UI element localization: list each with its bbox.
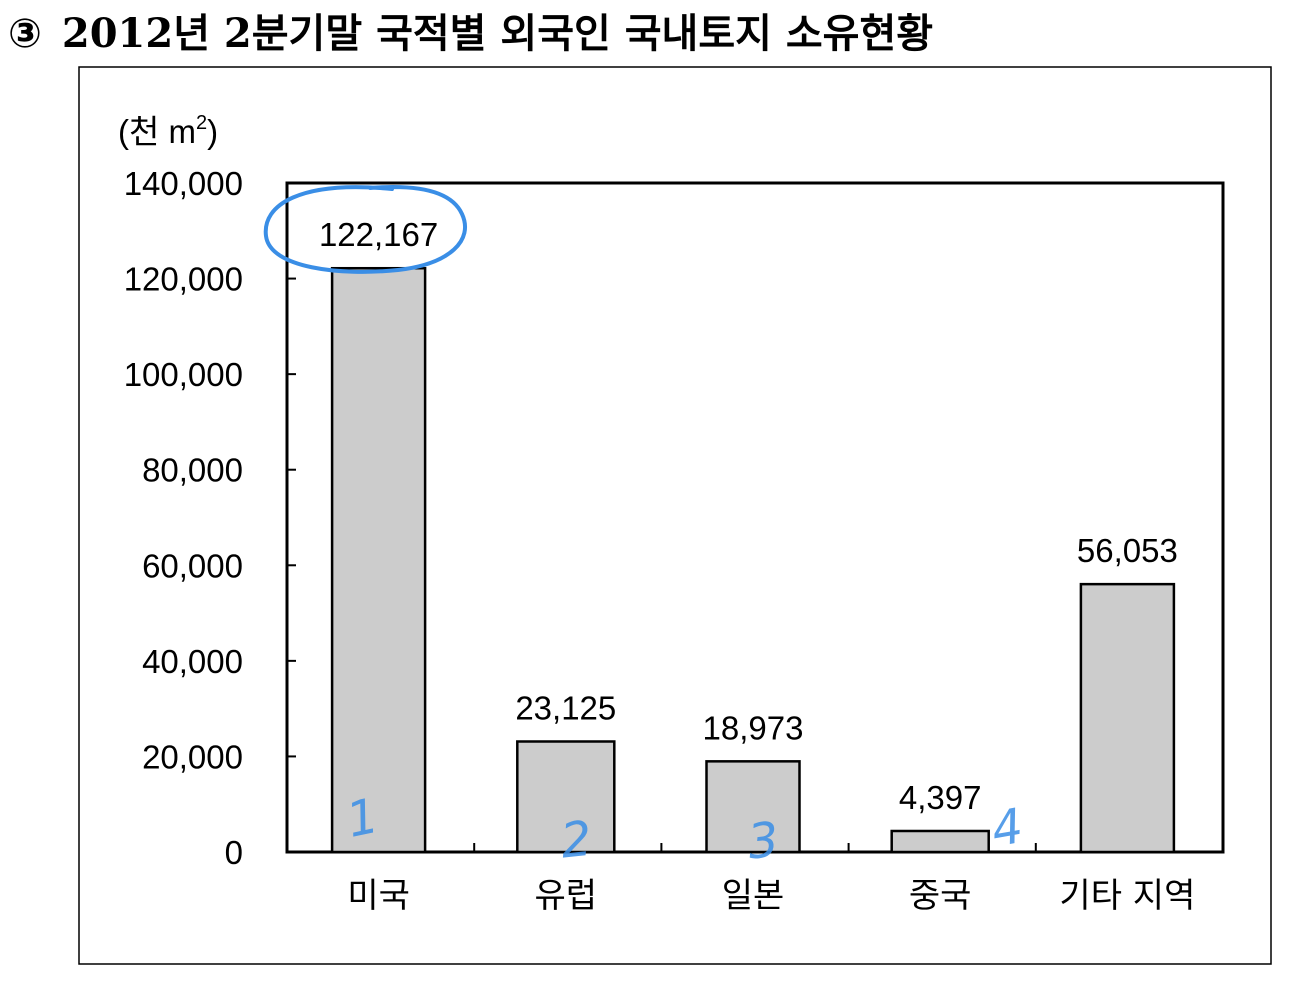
y-tick-label: 120,000 [124,261,243,298]
x-tick-label: 미국 [347,876,410,916]
data-label: 122,167 [319,216,438,253]
data-label: 23,125 [515,689,616,726]
handwritten-number: 3 [745,812,781,871]
x-tick-label: 중국 [909,876,972,916]
page-title: ③ 2012년 2분기말 국적별 외국인 국내토지 소유현황 [8,8,933,60]
y-unit-superscript: 2 [196,112,207,134]
title-text: 2012년 2분기말 국적별 외국인 국내토지 소유현황 [61,10,934,57]
y-axis: 0 20,000 40,000 60,000 80,000 100,000 120,000 1… [124,165,296,871]
data-label: 18,973 [703,709,804,746]
y-unit-label: (천 m2) [118,112,218,150]
y-unit-prefix: (천 m [118,113,196,150]
bar [890,829,990,854]
circle-annotation [263,185,468,274]
x-tick-label: 일본 [722,876,785,916]
bars: 122,167 23,125 18,973 4,397 56,053 [319,216,1178,854]
y-tick-label: 80,000 [142,452,243,489]
y-tick-label: 100,000 [124,356,243,393]
y-tick-label: 20,000 [142,738,243,775]
bar [330,266,427,854]
x-axis: 미국 유럽 일본 중국 기타 지역 [347,843,1195,916]
item-number: ③ [8,11,42,57]
x-tick-label: 유럽 [535,876,598,916]
y-tick-label: 0 [225,834,243,871]
x-tick-label: 기타 지역 [1059,876,1195,916]
y-unit-suffix: ) [207,113,218,150]
y-tick-label: 140,000 [124,165,243,202]
handwritten-number: 2 [558,811,594,870]
y-tick-label: 60,000 [142,547,243,584]
data-label: 4,397 [899,779,982,816]
bar [516,740,616,854]
data-label: 56,053 [1077,532,1178,569]
figure-frame [78,66,1272,965]
handwritten-number: 4 [987,798,1027,858]
bar [705,760,801,854]
bar [1079,582,1176,854]
y-tick-label: 40,000 [142,643,243,680]
